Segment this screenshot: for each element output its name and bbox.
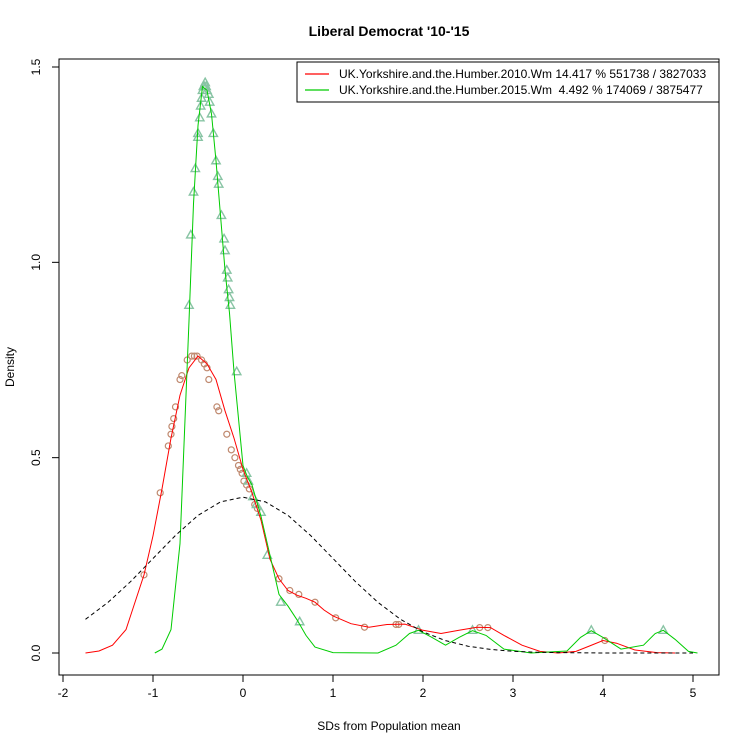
series-2-point bbox=[221, 264, 233, 274]
series-1-point bbox=[170, 414, 178, 423]
series-2-point bbox=[585, 624, 597, 635]
series-2-point bbox=[218, 232, 230, 243]
series-2-point bbox=[195, 100, 207, 110]
series-1-point bbox=[286, 586, 294, 595]
series-2-point bbox=[213, 178, 225, 188]
series-2-point bbox=[194, 111, 206, 122]
series-1-point bbox=[168, 422, 176, 431]
series-1-point bbox=[193, 352, 201, 360]
series-line-1 bbox=[85, 355, 676, 654]
series-1-point bbox=[213, 403, 221, 411]
chart-title: Liberal Democrat '10-'15 bbox=[309, 23, 470, 39]
x-axis: -2 -1 0 1 2 3 4 5 bbox=[58, 674, 697, 700]
series-2-point bbox=[225, 299, 236, 310]
x-tick-label: 1 bbox=[330, 686, 337, 700]
x-tick-label: 5 bbox=[690, 686, 697, 700]
series-2-point bbox=[183, 299, 195, 310]
series-2-point bbox=[199, 76, 211, 87]
legend-label-1: UK.Yorkshire.and.the.Humber.2010.Wm 14.4… bbox=[339, 67, 706, 81]
series-2-point bbox=[216, 209, 227, 220]
series-line-2 bbox=[154, 85, 698, 654]
series-2-point bbox=[223, 283, 234, 294]
legend: UK.Yorkshire.and.the.Humber.2010.Wm 14.4… bbox=[296, 61, 720, 103]
series-2-point bbox=[185, 229, 197, 239]
series-1-point bbox=[231, 454, 239, 462]
series-1-point bbox=[171, 403, 180, 411]
series-2-point bbox=[196, 92, 207, 102]
y-tick-label: 1.5 bbox=[29, 58, 43, 75]
x-tick-label: -2 bbox=[58, 686, 69, 700]
points-layer bbox=[140, 76, 669, 645]
legend-box bbox=[296, 61, 720, 103]
series-1-point bbox=[223, 430, 231, 438]
series-2-point bbox=[188, 186, 199, 196]
legend-label-2: UK.Yorkshire.and.the.Humber.2015.Wm 4.49… bbox=[339, 83, 703, 97]
y-tick-label: 0.5 bbox=[29, 449, 43, 466]
series-2-point bbox=[231, 365, 243, 376]
series-1-point bbox=[140, 571, 148, 579]
series-1-point bbox=[205, 375, 213, 384]
x-tick-label: 2 bbox=[420, 686, 427, 700]
series-1-point bbox=[311, 598, 319, 606]
y-tick-label: 0.0 bbox=[29, 644, 43, 661]
series-2-point bbox=[224, 291, 235, 302]
series-2-point bbox=[467, 624, 478, 635]
x-tick-label: -1 bbox=[148, 686, 159, 700]
x-tick-label: 0 bbox=[240, 686, 247, 700]
series-1-point bbox=[178, 372, 186, 380]
series-1-point bbox=[156, 489, 164, 497]
y-axis: 0.0 0.5 1.0 1.5 bbox=[29, 58, 60, 661]
plot-frame bbox=[58, 58, 720, 676]
series-1-point bbox=[275, 575, 283, 583]
series-1-point bbox=[176, 375, 184, 384]
y-axis-title: Density bbox=[3, 347, 17, 387]
series-1-point bbox=[164, 442, 172, 450]
x-axis-title: SDs from Population mean bbox=[317, 719, 460, 733]
series-2-point bbox=[219, 244, 231, 255]
series-1-point bbox=[215, 407, 223, 415]
series-2-point bbox=[275, 596, 287, 606]
x-tick-label: 4 bbox=[600, 686, 607, 700]
x-tick-label: 3 bbox=[510, 686, 517, 700]
y-tick-label: 1.0 bbox=[29, 254, 43, 271]
series-1-point bbox=[227, 446, 235, 454]
series-2-point bbox=[657, 624, 669, 635]
series-2-point bbox=[222, 272, 234, 282]
series-2-point bbox=[192, 127, 204, 138]
series-line-3 bbox=[85, 496, 693, 654]
series-layer bbox=[85, 76, 698, 654]
